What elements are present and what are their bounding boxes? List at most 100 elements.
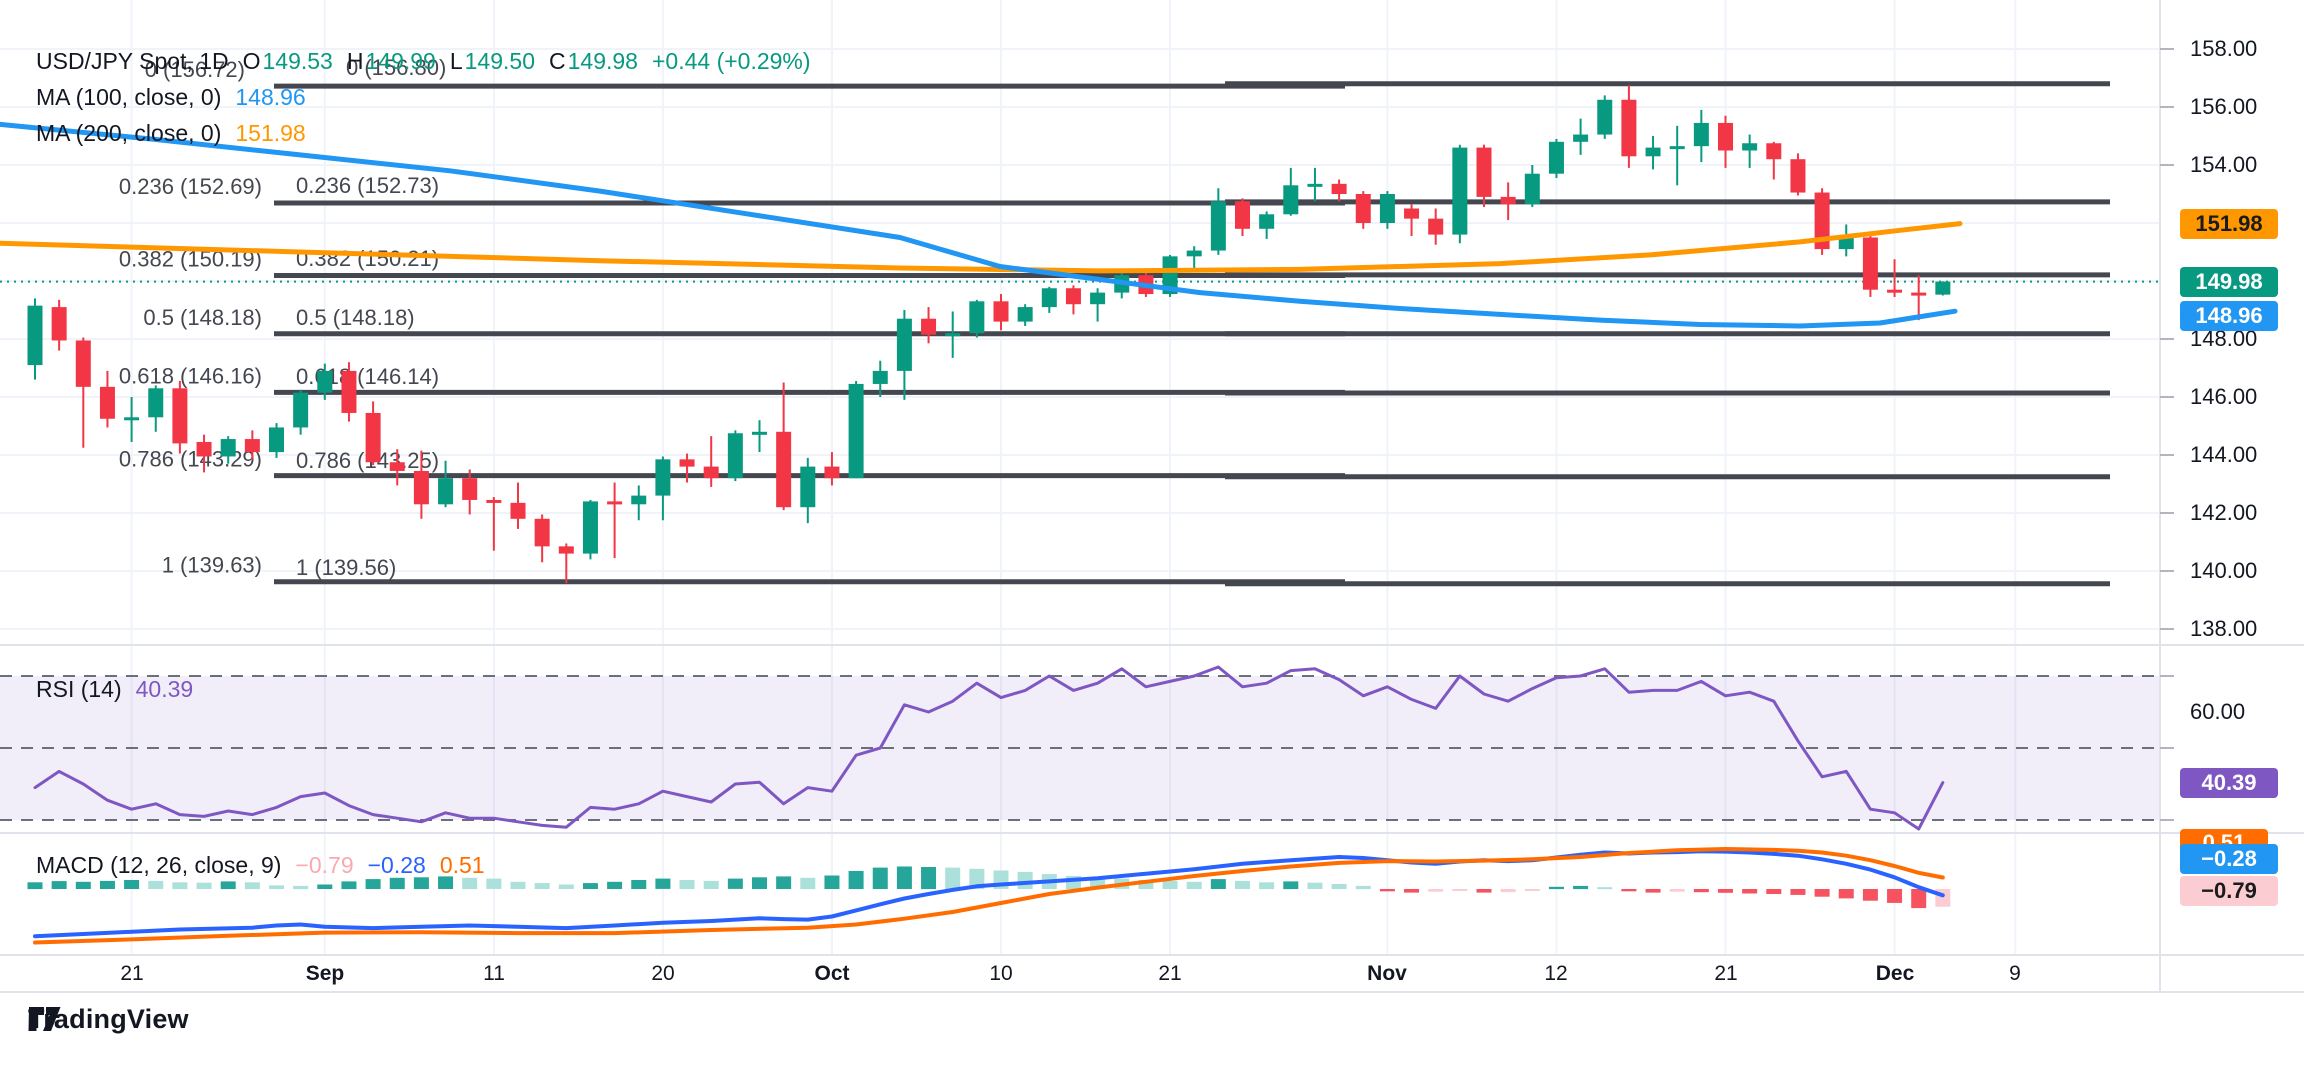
price-axis-label: 142.00 bbox=[2190, 500, 2258, 525]
candle-body bbox=[1790, 159, 1806, 193]
price-axis-label: 138.00 bbox=[2190, 616, 2258, 641]
candle-body bbox=[800, 466, 816, 508]
rsi-legend-row[interactable]: RSI (14) 40.39 bbox=[36, 676, 193, 703]
candle-body bbox=[1041, 288, 1057, 308]
time-tick-label[interactable]: 9 bbox=[2009, 962, 2021, 985]
candle-body bbox=[727, 433, 743, 479]
macd-histogram-bar bbox=[1621, 889, 1637, 892]
macd-histogram-bar bbox=[1379, 889, 1395, 892]
candle-body bbox=[752, 431, 767, 435]
candle-body bbox=[582, 501, 598, 554]
macd-histogram-bar bbox=[776, 876, 792, 889]
candle-body bbox=[1017, 307, 1033, 322]
ma200-line bbox=[0, 221, 1963, 274]
time-tick-label[interactable]: Oct bbox=[814, 962, 850, 985]
fib-label: 1 (139.56) bbox=[296, 555, 396, 580]
macd-histogram-bar bbox=[1838, 889, 1854, 899]
macd-line bbox=[33, 849, 1945, 939]
fib-label: 0.5 (148.18) bbox=[143, 305, 262, 330]
price-axis-label: 146.00 bbox=[2190, 384, 2258, 409]
price-axis-label: 140.00 bbox=[2190, 558, 2258, 583]
time-tick-label[interactable]: Nov bbox=[1367, 962, 1407, 985]
candle-body bbox=[776, 431, 792, 508]
candle-body bbox=[486, 499, 502, 503]
price-axis-label: 156.00 bbox=[2190, 94, 2258, 119]
ma100-label: MA (100, close, 0) bbox=[36, 84, 222, 110]
macd-histogram-bar bbox=[220, 881, 236, 890]
time-tick-label[interactable]: 10 bbox=[989, 962, 1013, 985]
macd-histogram-bar bbox=[1645, 889, 1661, 893]
candle-body bbox=[1573, 134, 1589, 142]
macd-histogram-bar bbox=[389, 877, 405, 890]
fib-label: 1 (139.63) bbox=[162, 553, 262, 578]
candle-body bbox=[1355, 194, 1371, 223]
candle-body bbox=[824, 466, 840, 479]
macd-histogram-bar bbox=[1573, 885, 1589, 890]
candle-body bbox=[1597, 99, 1613, 135]
macd-histogram-bar bbox=[1548, 886, 1564, 890]
macd-histogram-bar bbox=[438, 876, 454, 889]
ma100-legend-row[interactable]: MA (100, close, 0) 148.96 bbox=[36, 84, 306, 111]
candle-body bbox=[220, 439, 236, 457]
time-tick-label[interactable]: 12 bbox=[1544, 962, 1568, 985]
macd-histogram-bar bbox=[1283, 881, 1299, 890]
candle-body bbox=[993, 301, 1009, 322]
macd-signal-value: 0.51 bbox=[439, 852, 485, 878]
time-tick-label[interactable]: 21 bbox=[120, 962, 144, 985]
candle-body bbox=[27, 305, 43, 366]
symbol-legend-row[interactable]: USD/JPY Spot, 1D O149.53 H149.99 L149.50… bbox=[36, 48, 811, 75]
candle-body bbox=[1186, 250, 1202, 257]
macd-histogram-bar bbox=[896, 866, 912, 889]
candle-body bbox=[172, 388, 188, 444]
macd-histogram-bar bbox=[462, 877, 478, 890]
macd-hist-value: −0.79 bbox=[295, 852, 354, 878]
rsi-value-badge: 40.39 bbox=[2180, 768, 2278, 798]
candle-body bbox=[510, 502, 526, 519]
candle-body bbox=[872, 370, 888, 384]
candle-body bbox=[1404, 208, 1420, 219]
macd-histogram-bar bbox=[1476, 889, 1492, 893]
candle-body bbox=[655, 459, 671, 496]
ma200-legend-row[interactable]: MA (200, close, 0) 151.98 bbox=[36, 120, 306, 147]
ma200-label: MA (200, close, 0) bbox=[36, 120, 222, 146]
macd-histogram-bar bbox=[1693, 889, 1709, 893]
candle-body bbox=[1452, 147, 1468, 235]
ohlc-high: H149.99 bbox=[346, 48, 436, 74]
macd-histogram-bar bbox=[703, 880, 719, 889]
time-tick-label[interactable]: Sep bbox=[305, 962, 345, 985]
time-tick-label[interactable]: 20 bbox=[651, 962, 675, 985]
ma100-value: 148.96 bbox=[235, 84, 306, 110]
macd-hist-badge: −0.79 bbox=[2180, 876, 2278, 906]
macd-histogram-bar bbox=[534, 883, 550, 889]
macd-histogram-bar bbox=[1814, 889, 1830, 897]
tradingview-logo[interactable]: TradingView bbox=[28, 1004, 189, 1035]
macd-label: MACD (12, 26, close, 9) bbox=[36, 852, 282, 878]
price-axis-label: 154.00 bbox=[2190, 152, 2258, 177]
candle-body bbox=[1162, 256, 1178, 295]
macd-legend-row[interactable]: MACD (12, 26, close, 9) −0.79 −0.28 0.51 bbox=[36, 852, 485, 879]
candle-body bbox=[1500, 196, 1516, 205]
time-tick-label[interactable]: 21 bbox=[1158, 962, 1182, 985]
candle-body bbox=[631, 495, 647, 505]
candle-body bbox=[1669, 146, 1685, 150]
time-tick-label[interactable]: 21 bbox=[1714, 962, 1738, 985]
candle-body bbox=[462, 478, 478, 500]
time-tick-label[interactable]: Dec bbox=[1875, 962, 1915, 985]
macd-histogram-bar bbox=[1428, 889, 1444, 892]
candle-body bbox=[244, 439, 260, 453]
time-tick-label[interactable]: 11 bbox=[483, 962, 505, 985]
macd-histogram-bar bbox=[1404, 889, 1420, 893]
macd-histogram-bar bbox=[317, 884, 333, 889]
macd-histogram-bar bbox=[244, 882, 260, 890]
macd-histogram-bar bbox=[1718, 889, 1733, 893]
macd-histogram-bar bbox=[1766, 889, 1782, 894]
fib-label: 0 (156.80) bbox=[346, 55, 446, 80]
candle-body bbox=[1259, 214, 1275, 229]
candle-body bbox=[317, 370, 333, 393]
price-axis-label: 158.00 bbox=[2190, 36, 2258, 61]
macd-histogram-bar bbox=[124, 880, 140, 889]
rsi-label: RSI (14) bbox=[36, 676, 122, 702]
macd-histogram-bar bbox=[1911, 889, 1927, 909]
